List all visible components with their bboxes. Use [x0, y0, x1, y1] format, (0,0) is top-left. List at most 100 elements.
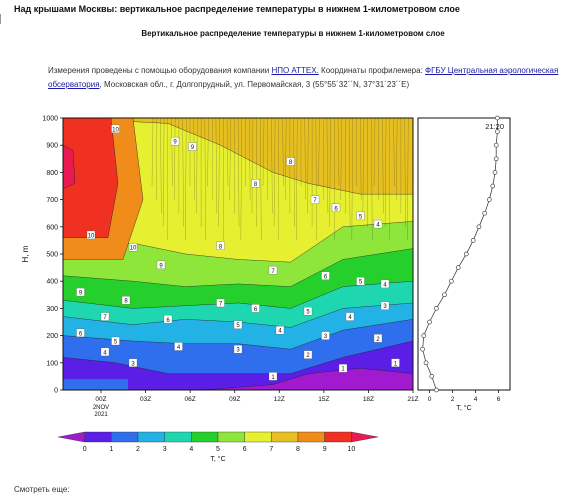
profile-point — [427, 319, 432, 325]
profile-point — [493, 142, 499, 148]
profile-point — [470, 238, 476, 243]
desc-prefix: Измерения проведены с помощью оборудован… — [48, 66, 272, 75]
contour-label: 6 — [324, 274, 328, 280]
contour-label: 7 — [271, 269, 275, 275]
contour-label-box — [380, 301, 390, 310]
contour-label: 10 — [88, 233, 95, 239]
contour-label: 5 — [359, 214, 363, 220]
contour-hatch — [162, 117, 165, 227]
contour-hatch — [340, 117, 342, 200]
contour-hatch — [326, 117, 329, 214]
profile-point — [421, 333, 427, 338]
contour-label: 5 — [306, 310, 310, 316]
contour-hatch — [171, 117, 173, 187]
x-tick-label: 12Z — [274, 396, 285, 403]
x-date-label: 2NOV — [93, 405, 109, 411]
contour-label: 4 — [383, 282, 387, 288]
colorbar-tick-label: 10 — [347, 446, 355, 453]
contour-label: 1 — [271, 375, 275, 381]
colorbar-segment — [297, 431, 325, 443]
contour-label: 10 — [130, 246, 137, 252]
contour-label-box — [174, 342, 183, 351]
contour-label: 4 — [376, 223, 380, 229]
contour-hatch — [404, 117, 406, 227]
contour-hatch — [393, 117, 395, 187]
profile-point — [449, 278, 454, 284]
contour-hatch — [160, 117, 162, 214]
contour-label-box — [303, 350, 313, 359]
profile-point — [476, 224, 482, 230]
y-tick-label: 300 — [46, 306, 58, 313]
colorbar-tick-label: 0 — [83, 446, 87, 453]
colorbar-segment — [57, 431, 85, 443]
profile-x-tick-label: 2 — [451, 396, 455, 403]
desc-suffix: , Московская обл., г. Долгопрудный, ул. … — [99, 80, 410, 89]
contour-label-box — [86, 230, 96, 240]
contour-label: 4 — [177, 345, 181, 351]
colorbar-tick-label: 8 — [296, 446, 300, 453]
contour-label-box — [233, 320, 243, 329]
colorbar-tick-label: 2 — [136, 446, 140, 453]
contour-hatch — [226, 117, 229, 187]
contour-hatch — [337, 117, 340, 187]
data-gap — [63, 379, 128, 390]
contour-hatch — [360, 117, 362, 200]
contour-hatch — [307, 117, 309, 214]
contour-hatch — [151, 117, 154, 187]
colorbar-segment — [244, 431, 272, 443]
contour-label-box — [128, 243, 138, 252]
contour-hatch — [204, 117, 206, 241]
colorbar-segment — [84, 431, 112, 443]
x-tick-label: 06Z — [185, 396, 196, 403]
contour-label-box — [356, 211, 365, 221]
profile-point — [434, 387, 439, 393]
colorbar-tick-label: 7 — [269, 446, 273, 453]
colorbar-tick-label: 3 — [163, 446, 167, 453]
measurement-description: Измерения проведены с помощью оборудован… — [48, 64, 568, 92]
contour-label-box — [128, 358, 138, 367]
profile-point — [442, 292, 447, 298]
contour-hatch — [351, 117, 353, 241]
contour-hatch — [229, 117, 231, 200]
contour-hatch — [273, 117, 276, 227]
contour-hatch — [293, 117, 295, 227]
observatory-link[interactable]: ФГБУ Центральная аэрологическая обсерват… — [48, 66, 559, 89]
profile-point — [463, 251, 469, 257]
contour-label-box — [391, 358, 400, 367]
colorbar: 0 1 2 3 4 5 6 7 8 9 10 T, °C — [57, 431, 379, 463]
left-margin-mark — [0, 14, 5, 24]
contour-label-box — [233, 345, 243, 354]
contour-label-box — [100, 347, 110, 357]
x-tick-label: 09Z — [229, 396, 240, 403]
colorbar-tick-label: 5 — [216, 446, 220, 453]
company-link[interactable]: НПО АТТЕХ. — [271, 66, 319, 75]
profile-point — [493, 156, 499, 162]
contour-label-box — [310, 195, 320, 204]
contour-hatch — [260, 117, 262, 241]
contour-hatch — [271, 117, 273, 214]
contour-hatch — [193, 117, 195, 200]
profile-point — [423, 360, 429, 366]
y-tick-label: 100 — [46, 360, 58, 367]
contour-hatch — [282, 117, 284, 187]
x-tick-label: 15Z — [318, 396, 329, 403]
contour-label-box — [380, 279, 390, 289]
contour-label-box — [156, 260, 166, 270]
contour-hatch — [348, 117, 351, 227]
contour-hatch — [207, 117, 209, 187]
profile-x-tick-label: 4 — [474, 396, 478, 403]
contour-hatch — [196, 117, 198, 214]
contour-label: 3 — [236, 348, 240, 354]
contour-label-box — [345, 312, 355, 321]
y-tick-label: 800 — [46, 170, 58, 177]
x-date-label: 2021 — [94, 412, 108, 418]
profile-point — [429, 374, 435, 379]
x-tick-label: 18Z — [363, 396, 374, 403]
colorbar-tick-label: 4 — [189, 446, 193, 453]
profile-point — [420, 346, 425, 352]
contour-label-box — [286, 157, 295, 166]
contour-label-box — [331, 203, 341, 212]
profile-x-tick-label: 0 — [428, 396, 432, 403]
contour-label: 6 — [79, 331, 83, 337]
